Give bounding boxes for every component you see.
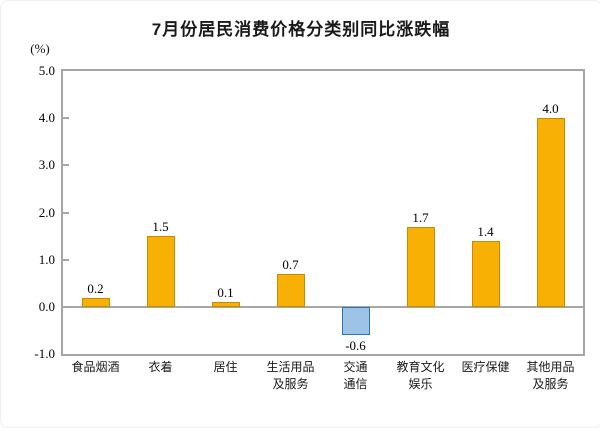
y-axis-label-2.0: 2.0: [38, 205, 55, 220]
value-label-0: 0.2: [87, 281, 104, 296]
value-label-3: 0.7: [282, 257, 299, 272]
y-axis-label-3.0: 3.0: [38, 157, 55, 172]
value-label-7: 4.0: [542, 101, 559, 116]
category-label-3: 生活用品 及服务: [266, 360, 315, 391]
y-axis-tick-mark: [63, 117, 69, 119]
category-label-4: 交通 通信: [343, 360, 368, 391]
category-label-0: 食品烟酒: [71, 360, 120, 374]
y-axis-label-4.0: 4.0: [38, 110, 55, 125]
value-label-5: 1.7: [412, 210, 429, 225]
plot-area: 0.2 1.5 0.1 0.7 -0.6 1.7 1.4 4.0: [61, 69, 585, 356]
bar-5: [407, 227, 435, 307]
value-label-4: -0.6: [345, 338, 366, 353]
category-label-7: 其他用品 及服务: [526, 360, 575, 391]
category-label-1: 衣着: [148, 360, 173, 374]
category-label-5: 教育文化 娱乐: [396, 360, 445, 391]
chart-title: 7月份居民消费价格分类别同比涨跌幅: [151, 20, 451, 39]
bar-2: [212, 302, 240, 307]
category-label-2: 居住: [213, 360, 238, 374]
category-label-6: 医疗保健: [461, 360, 510, 374]
bar-6: [472, 241, 500, 307]
bar-3: [277, 274, 305, 307]
y-axis-label--1.0: -1.0: [34, 346, 55, 361]
bar-4: [342, 307, 370, 335]
zero-baseline: [63, 306, 583, 308]
y-axis-tick-mark: [63, 259, 69, 261]
bar-1: [147, 236, 175, 307]
value-label-6: 1.4: [477, 224, 494, 239]
y-axis-label-5.0: 5.0: [38, 63, 55, 78]
y-axis-tick-mark: [63, 164, 69, 166]
value-label-1: 1.5: [152, 219, 169, 234]
value-label-2: 0.1: [217, 285, 234, 300]
bar-0: [82, 298, 110, 307]
y-axis-tick-mark: [63, 212, 69, 214]
y-axis-label-1.0: 1.0: [38, 252, 55, 267]
y-axis-unit-label: (%): [30, 41, 50, 56]
y-axis-label-0.0: 0.0: [38, 299, 55, 314]
bar-7: [537, 118, 565, 307]
